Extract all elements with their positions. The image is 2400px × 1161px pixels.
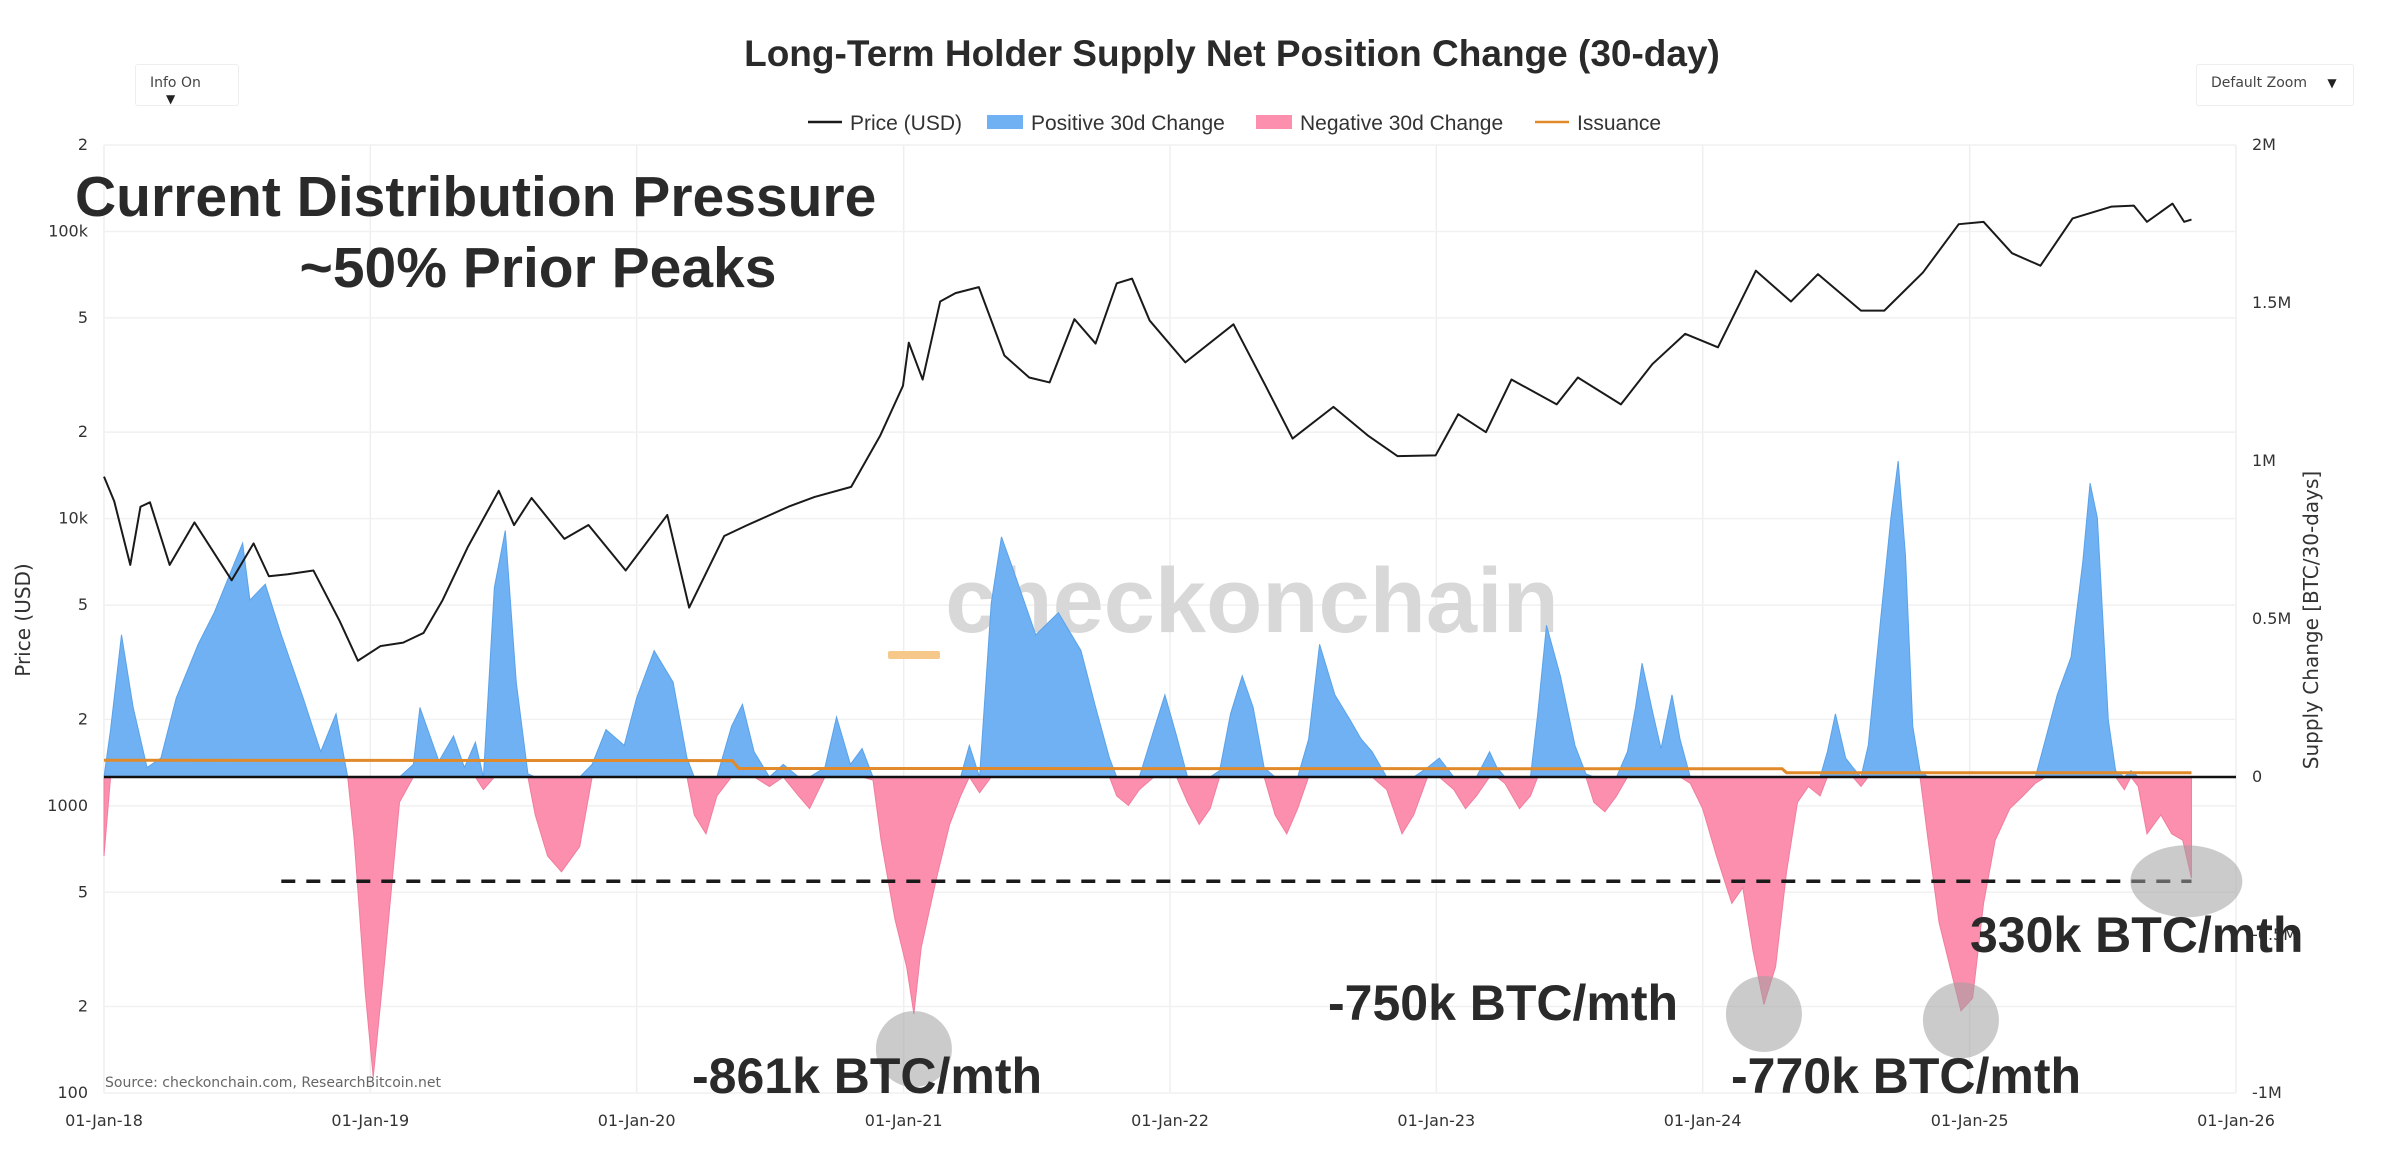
info-toggle-label: Info On bbox=[150, 75, 201, 91]
legend-negative-label: Negative 30d Change bbox=[1300, 112, 1503, 135]
headline-line-1: Current Distribution Pressure bbox=[75, 165, 876, 229]
y-left-tick-label: 5 bbox=[78, 882, 88, 901]
x-tick-label: 01-Jan-20 bbox=[598, 1111, 676, 1130]
y-left-axis-label: Price (USD) bbox=[11, 563, 35, 677]
y-left-tick-label: 2 bbox=[78, 709, 88, 728]
legend-issuance-label: Issuance bbox=[1577, 112, 1661, 135]
x-tick-label: 01-Jan-26 bbox=[2197, 1111, 2275, 1130]
issuance-layer bbox=[103, 758, 2192, 775]
zoom-label: Default Zoom bbox=[2211, 75, 2307, 91]
y-left-tick-label: 2 bbox=[78, 997, 88, 1016]
y-left-tick-label: 100 bbox=[57, 1083, 88, 1102]
legend-price-label: Price (USD) bbox=[850, 112, 962, 135]
y-left-tick-label: 5 bbox=[78, 308, 88, 327]
watermark-accent bbox=[888, 651, 940, 659]
source-text: Source: checkonchain.com, ResearchBitcoi… bbox=[105, 1075, 442, 1091]
chart-title: Long-Term Holder Supply Net Position Cha… bbox=[744, 33, 1720, 74]
annotation-330k: 330k BTC/mth bbox=[1970, 907, 2303, 963]
y-left-tick-label: 100k bbox=[48, 221, 89, 240]
negative-change-area bbox=[103, 775, 2192, 1078]
annotation-770k: -770k BTC/mth bbox=[1731, 1048, 2081, 1104]
y-right-axis-label: Supply Change [BTC/30-days] bbox=[2299, 471, 2323, 769]
annotation-861k: -861k BTC/mth bbox=[692, 1048, 1042, 1104]
x-tick-label: 01-Jan-21 bbox=[865, 1111, 943, 1130]
legend-negative-swatch bbox=[1256, 115, 1292, 129]
annotation-750k: -750k BTC/mth bbox=[1328, 975, 1678, 1031]
y-left-tick-label: 1000 bbox=[47, 796, 88, 815]
x-tick-label: 01-Jan-25 bbox=[1931, 1111, 2009, 1130]
y-right-tick-label: 0 bbox=[2252, 767, 2262, 786]
positive-change-area bbox=[103, 460, 2192, 779]
y-right-tick-label: 1.5M bbox=[2252, 293, 2291, 312]
x-tick-label: 01-Jan-19 bbox=[331, 1111, 409, 1130]
price-line bbox=[103, 202, 2192, 662]
highlight-circles bbox=[875, 845, 2243, 1088]
chevron-down-icon: ▼ bbox=[2327, 76, 2337, 90]
info-toggle-dropdown[interactable]: Info On ▼ bbox=[135, 64, 239, 106]
x-tick-label: 01-Jan-23 bbox=[1397, 1111, 1475, 1130]
x-tick-label: 01-Jan-22 bbox=[1131, 1111, 1209, 1130]
highlight-circle bbox=[2130, 845, 2243, 918]
legend[interactable]: Price (USD) Positive 30d Change Negative 3… bbox=[808, 112, 1661, 135]
y-right-tick-label: 2M bbox=[2252, 135, 2276, 154]
y-right-tick-label: 1M bbox=[2252, 451, 2276, 470]
legend-positive-swatch bbox=[987, 115, 1023, 129]
legend-positive-label: Positive 30d Change bbox=[1031, 112, 1225, 135]
zoom-dropdown[interactable]: Default Zoom ▼ bbox=[2196, 64, 2354, 106]
y-left-tick-label: 2 bbox=[78, 135, 88, 154]
highlight-circle bbox=[1725, 976, 1802, 1052]
y-right-tick-label: 0.5M bbox=[2252, 609, 2291, 628]
highlight-circle bbox=[1922, 982, 1999, 1059]
y-left-tick-label: 10k bbox=[58, 509, 88, 528]
axes: 01-Jan-18 01-Jan-19 01-Jan-20 01-Jan-21 01-J… bbox=[11, 135, 2323, 1130]
y-left-tick-label: 2 bbox=[78, 422, 88, 441]
x-tick-label: 01-Jan-18 bbox=[65, 1111, 143, 1130]
price-layer bbox=[103, 202, 2192, 662]
x-tick-label: 01-Jan-24 bbox=[1664, 1111, 1742, 1130]
y-right-tick-label: -1M bbox=[2252, 1083, 2282, 1102]
y-right-tick-label: -0.5M bbox=[2252, 925, 2297, 944]
headline-line-2: ~50% Prior Peaks bbox=[300, 236, 777, 300]
highlight-circle bbox=[875, 1011, 952, 1088]
chevron-down-icon: ▼ bbox=[166, 92, 176, 106]
y-left-tick-label: 5 bbox=[78, 595, 88, 614]
issuance-line bbox=[103, 758, 2192, 775]
